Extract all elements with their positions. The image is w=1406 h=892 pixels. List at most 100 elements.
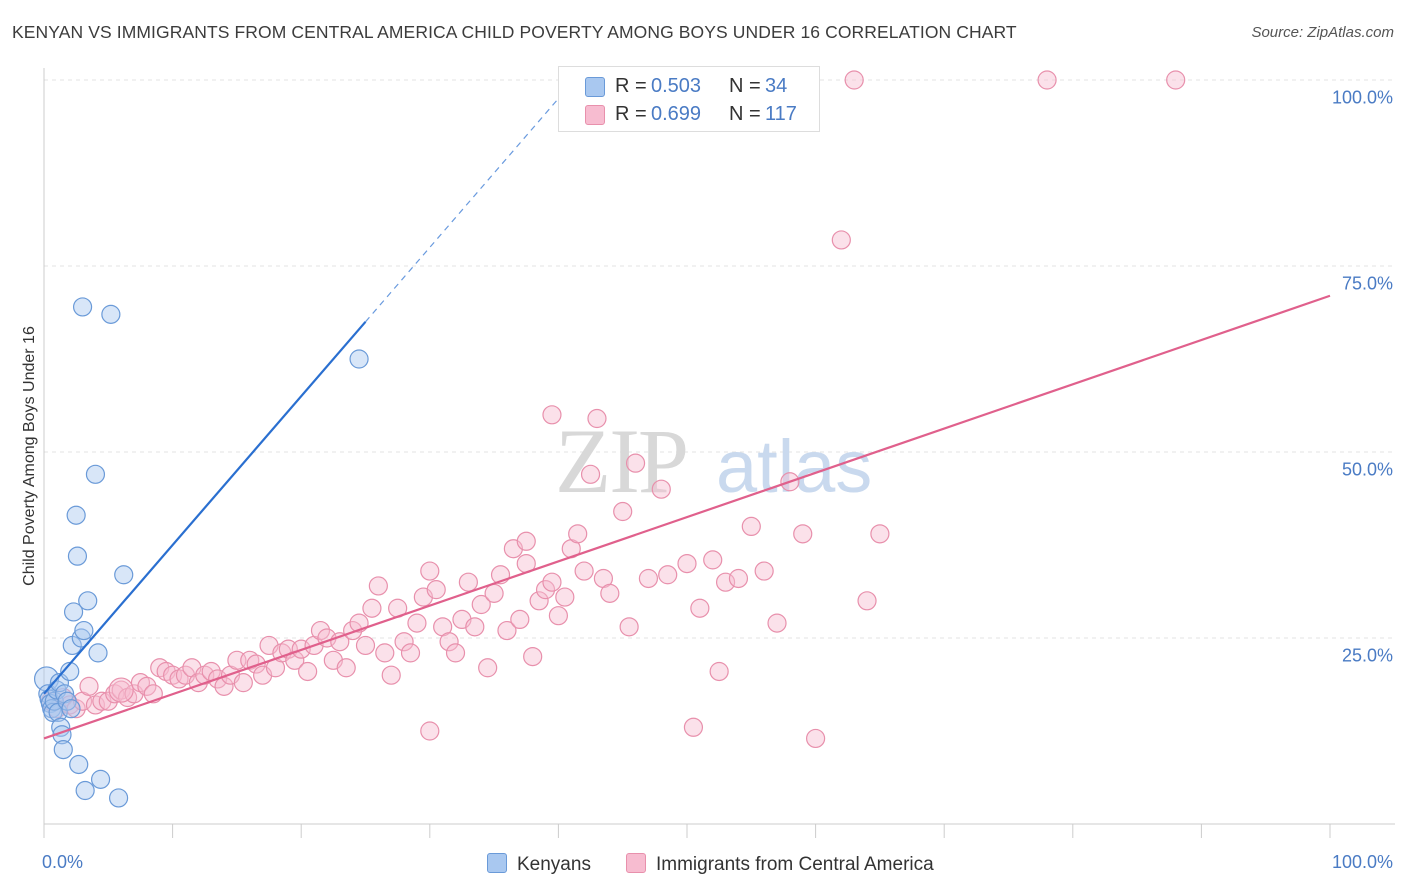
trend-lines (43, 90, 1331, 740)
immigrant-point (741, 516, 761, 537)
immigrant-point (471, 594, 491, 615)
immigrant-point (1166, 70, 1186, 90)
immigrant-point (613, 501, 633, 522)
immigrant-point (844, 70, 864, 90)
immigrant-point (555, 587, 575, 607)
legend-r-value: 0.503 (651, 75, 702, 97)
immigrant-point (407, 613, 427, 633)
kenyan-point (108, 788, 129, 808)
immigrant-point (426, 580, 446, 600)
immigrant-point (368, 576, 388, 596)
kenyan-point (85, 464, 106, 484)
legend-n-label: N = (729, 75, 761, 97)
legend-n-value: 117 (765, 103, 797, 125)
immigrant-point (439, 632, 459, 652)
immigrant-point (767, 613, 787, 633)
immigrant-point (677, 553, 697, 574)
x-tick-label-min: 0.0% (42, 852, 84, 872)
immigrant-point (111, 680, 131, 700)
y-axis-label: Child Poverty Among Boys Under 16 (21, 326, 38, 586)
immigrant-point (1037, 70, 1057, 90)
y-tick-label: 100.0% (1331, 87, 1393, 108)
immigrant-point (246, 654, 266, 674)
immigrant-point (298, 661, 318, 682)
kenyan-point (61, 699, 81, 719)
watermark-atlas: atlas (716, 425, 872, 508)
data-points (33, 70, 1186, 808)
immigrant-point (343, 620, 363, 641)
kenyan-point (63, 602, 84, 622)
watermark: ZIP atlas (555, 410, 872, 512)
immigrant-point (568, 524, 588, 544)
legend-r-label: R = (615, 75, 647, 97)
bottom-legend-swatch-immigrants (626, 853, 646, 873)
immigrant-point (510, 609, 530, 630)
immigrant-point (728, 568, 749, 589)
trend-line-kenyans-extension (365, 90, 566, 323)
immigrant-point (465, 617, 485, 637)
immigrant-point (651, 479, 671, 499)
immigrant-point (619, 617, 639, 637)
kenyan-point (90, 769, 111, 789)
immigrant-point (870, 524, 890, 544)
immigrant-point (79, 676, 99, 696)
immigrant-point (709, 661, 729, 682)
immigrant-point (233, 673, 253, 693)
immigrant-point (484, 583, 504, 603)
stats-legend: R = 0.503 N = 34 R = 0.699 N = 117 (558, 66, 820, 132)
source-label: Source: ZipAtlas.com (1251, 24, 1394, 41)
immigrant-point (625, 453, 646, 473)
kenyan-point (53, 739, 73, 760)
kenyan-point (75, 780, 95, 801)
immigrant-point (375, 643, 395, 663)
kenyan-point (349, 349, 369, 369)
immigrant-point (574, 561, 594, 581)
chart-title: KENYAN VS IMMIGRANTS FROM CENTRAL AMERIC… (12, 22, 1017, 42)
legend-swatch-immigrants (585, 105, 605, 125)
immigrant-point (542, 405, 562, 425)
immigrant-point (420, 561, 440, 581)
immigrant-point (805, 728, 826, 749)
immigrant-point (857, 591, 877, 611)
kenyan-point (67, 546, 88, 566)
immigrant-point (458, 572, 478, 592)
bottom-legend-label-kenyans: Kenyans (517, 854, 591, 875)
immigrant-point (683, 717, 704, 737)
immigrant-point (535, 580, 556, 600)
trend-line-kenyans (43, 321, 367, 695)
kenyan-point (74, 620, 94, 641)
immigrant-point (542, 572, 562, 592)
immigrant-point (658, 565, 678, 585)
immigrant-point (400, 643, 421, 663)
immigrant-point (381, 665, 401, 685)
immigrant-point (548, 606, 569, 626)
y-tick-label: 50.0% (1341, 459, 1393, 480)
trend-line-immigrants (43, 294, 1331, 740)
immigrant-point (703, 550, 723, 570)
immigrant-point (478, 658, 498, 678)
x-tick-label-max: 100.0% (1331, 852, 1393, 872)
immigrant-point (108, 677, 134, 703)
y-tick-label: 25.0% (1341, 645, 1393, 666)
immigrant-point (793, 524, 813, 544)
immigrant-point (715, 572, 736, 592)
legend-r-label: R = (615, 103, 647, 125)
kenyan-point (71, 628, 91, 648)
legend-n-value: 34 (765, 75, 788, 97)
immigrant-point (516, 531, 536, 551)
immigrant-point (420, 721, 440, 741)
immigrant-point (362, 598, 382, 618)
y-tick-label: 75.0% (1341, 273, 1393, 294)
kenyan-point (72, 297, 93, 317)
immigrant-point (587, 408, 607, 429)
immigrant-point (355, 635, 376, 656)
legend-swatch-kenyans (585, 77, 605, 97)
immigrant-point (754, 561, 774, 581)
bottom-legend-swatch-kenyans (487, 853, 507, 873)
legend-n-label: N = (729, 103, 761, 125)
immigrant-point (600, 583, 620, 603)
kenyan-point (88, 643, 108, 663)
bottom-legend-immigrants: Immigrants from Central America (626, 853, 934, 876)
kenyan-point (114, 565, 134, 585)
